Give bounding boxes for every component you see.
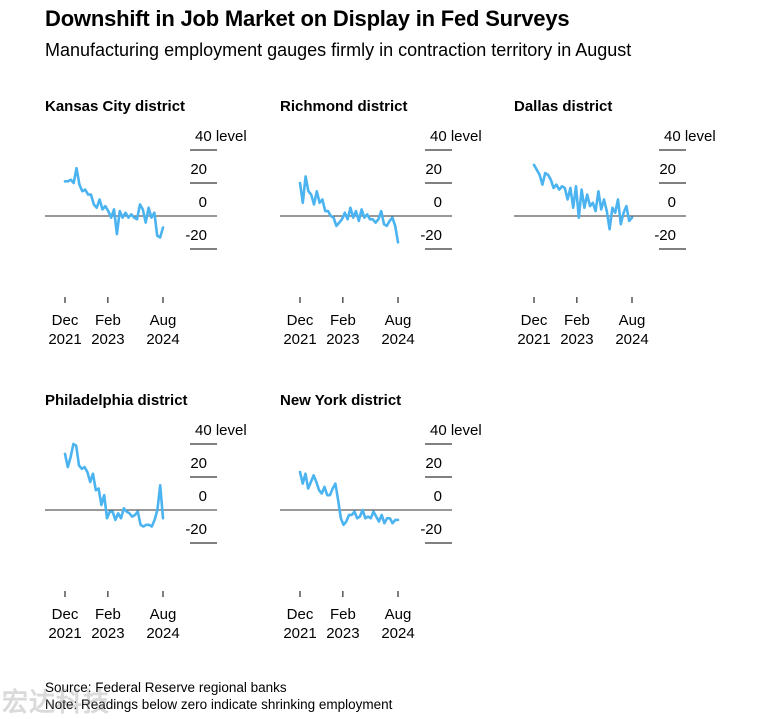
x-tick-label-month: Feb [564,312,590,329]
y-tick-label: 20 [190,161,207,178]
x-tick-label-year: 2021 [48,331,81,348]
y-tick-label: 20 [425,455,442,472]
y-tick-label: 40 level [195,422,247,439]
panel-title: Philadelphia district [45,392,188,409]
x-tick-label-month: Feb [95,312,121,329]
panel-title: Dallas district [514,98,612,115]
y-tick-label: -20 [420,521,442,538]
x-tick-label-year: 2024 [381,331,414,348]
y-tick-label: -20 [420,227,442,244]
y-tick-label: -20 [185,521,207,538]
x-tick-label-month: Dec [52,312,79,329]
x-tick-label-month: Dec [287,606,314,623]
series-line [532,163,634,231]
y-tick-label: 20 [190,455,207,472]
x-tick-label-year: 2024 [381,625,414,642]
series-line [63,442,165,528]
x-tick-label-year: 2021 [283,625,316,642]
x-tick-label-month: Aug [619,312,646,329]
x-tick-label-year: 2021 [283,331,316,348]
y-tick-label: 0 [434,194,442,211]
y-tick-label: -20 [185,227,207,244]
x-tick-label-month: Dec [52,606,79,623]
x-tick-label-month: Aug [385,312,412,329]
x-tick-label-year: 2023 [560,331,593,348]
panel-title: New York district [280,392,401,409]
explanation-note: Note: Readings below zero indicate shrin… [45,697,393,712]
x-tick-label-month: Feb [330,606,356,623]
y-tick-label: 20 [425,161,442,178]
x-tick-label-year: 2024 [615,331,648,348]
x-tick-label-month: Aug [150,312,177,329]
x-tick-label-year: 2024 [146,331,179,348]
y-tick-label: 40 level [430,422,482,439]
chart-title: Downshift in Job Market on Display in Fe… [45,6,570,31]
x-tick-label-year: 2024 [146,625,179,642]
series-line [63,166,165,239]
source-note: Source: Federal Reserve regional banks [45,680,287,695]
x-tick-label-month: Dec [287,312,314,329]
y-tick-label: 0 [434,488,442,505]
x-tick-label-year: 2021 [517,331,550,348]
y-tick-label: -20 [654,227,676,244]
series-line [298,470,400,527]
x-tick-label-month: Dec [521,312,548,329]
x-tick-label-year: 2023 [91,331,124,348]
x-tick-label-year: 2023 [326,625,359,642]
x-tick-label-year: 2023 [326,331,359,348]
x-tick-label-year: 2021 [48,625,81,642]
x-tick-label-month: Feb [95,606,121,623]
x-tick-label-month: Aug [150,606,177,623]
y-tick-label: 40 level [195,128,247,145]
y-tick-label: 40 level [664,128,716,145]
y-tick-label: 40 level [430,128,482,145]
series-line [298,175,400,244]
y-tick-label: 0 [668,194,676,211]
x-tick-label-month: Aug [385,606,412,623]
panel-title: Kansas City district [45,98,185,115]
y-tick-label: 0 [199,488,207,505]
watermark-logo: 宏达科技 [2,687,111,717]
x-tick-label-month: Feb [330,312,356,329]
footnotes: Source: Federal Reserve regional banks N… [45,679,392,713]
panel-title: Richmond district [280,98,408,115]
x-tick-label-year: 2023 [91,625,124,642]
chart-subtitle: Manufacturing employment gauges firmly i… [45,40,632,60]
y-tick-label: 20 [659,161,676,178]
y-tick-label: 0 [199,194,207,211]
